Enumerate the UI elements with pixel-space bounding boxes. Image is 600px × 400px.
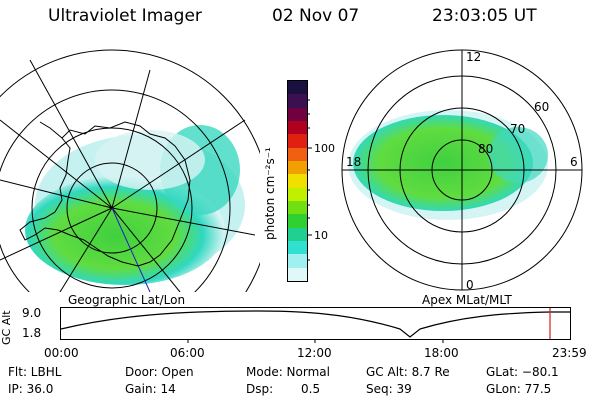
- altitude-timeline: [60, 307, 571, 343]
- mlt-label-6: 6: [570, 155, 578, 169]
- mlat-label-60: 60: [534, 100, 549, 114]
- latitude-circles: [0, 49, 260, 292]
- timeline-xtick-0000: 00:00: [44, 346, 79, 360]
- geographic-map: [0, 49, 260, 292]
- colorbar-stripe: [288, 200, 307, 215]
- mlat-label-70: 70: [510, 122, 525, 136]
- timeline-xtick-1200: 12:00: [297, 346, 332, 360]
- colorbar-stripe: [288, 214, 307, 228]
- timeline-xtick-1800: 18:00: [424, 346, 459, 360]
- colorbar-stripe: [288, 120, 307, 135]
- timeline-ylabel: GC Alt: [0, 310, 13, 345]
- colorbar: [287, 80, 308, 282]
- colorbar-stripe: [288, 174, 307, 188]
- altitude-curve: [60, 310, 570, 338]
- colorbar-stripe: [288, 254, 307, 268]
- mlt-lines: [342, 50, 582, 290]
- ip-status: IP: 36.0: [8, 382, 54, 396]
- colorbar-label: photon cm⁻²s⁻¹: [263, 147, 277, 240]
- dsp-label: Dsp:: [246, 382, 274, 396]
- colorbar-stripe: [288, 187, 307, 201]
- door-status: Door: Open: [125, 365, 194, 379]
- timeline-xtick-2359: 23:59: [552, 346, 587, 360]
- gc-alt-status: GC Alt: 8.7 Re: [366, 365, 450, 379]
- colorbar-stripe: [288, 94, 307, 108]
- geographic-caption: Geographic Lat/Lon: [68, 293, 186, 307]
- colorbar-stripe: [288, 227, 307, 241]
- antarctica-coastline: [19, 121, 191, 267]
- noon-meridian: [111, 207, 151, 292]
- glat-status: GLat: −80.1: [486, 365, 559, 379]
- dsp-value: 0.5: [301, 382, 321, 396]
- aurora-oval-mag: [353, 115, 533, 211]
- mlt-label-0: 0: [466, 278, 474, 292]
- glon-status: GLon: 77.5: [486, 382, 552, 396]
- colorbar-stripe: [288, 107, 307, 121]
- timeline-ytick-low: 1.8: [22, 326, 42, 340]
- filter-status: Flt: LBHL: [8, 365, 62, 379]
- instrument-title: Ultraviolet Imager: [48, 6, 202, 26]
- colorbar-stripe: [288, 240, 307, 255]
- seq-status: Seq: 39: [366, 382, 412, 396]
- mlat-label-80: 80: [478, 142, 493, 156]
- colorbar-stripe: [288, 147, 307, 161]
- magnetic-map: 12 18 6 0 60 70 80: [341, 49, 583, 292]
- gain-status: Gain: 14: [125, 382, 176, 396]
- mode-status: Mode: Normal: [246, 365, 330, 379]
- timeline-xtick-0600: 06:00: [170, 346, 205, 360]
- time-label: 23:03:05 UT: [432, 6, 537, 26]
- longitude-lines: [0, 59, 256, 292]
- colorbar-tick-100: 100: [314, 142, 335, 155]
- colorbar-tick-10: 10: [314, 229, 328, 242]
- mlt-label-18: 18: [346, 155, 361, 169]
- date-label: 02 Nov 07: [272, 6, 360, 26]
- timeline-ytick-high: 9.0: [22, 306, 42, 320]
- colorbar-ticks: 100 10: [307, 99, 335, 261]
- colorbar-stripe: [288, 134, 307, 148]
- mlt-label-12: 12: [466, 50, 481, 64]
- colorbar-stripe: [288, 160, 307, 175]
- magnetic-caption: Apex MLat/MLT: [422, 293, 512, 307]
- colorbar-stripe: [288, 267, 307, 281]
- colorbar-stripe: [288, 81, 307, 95]
